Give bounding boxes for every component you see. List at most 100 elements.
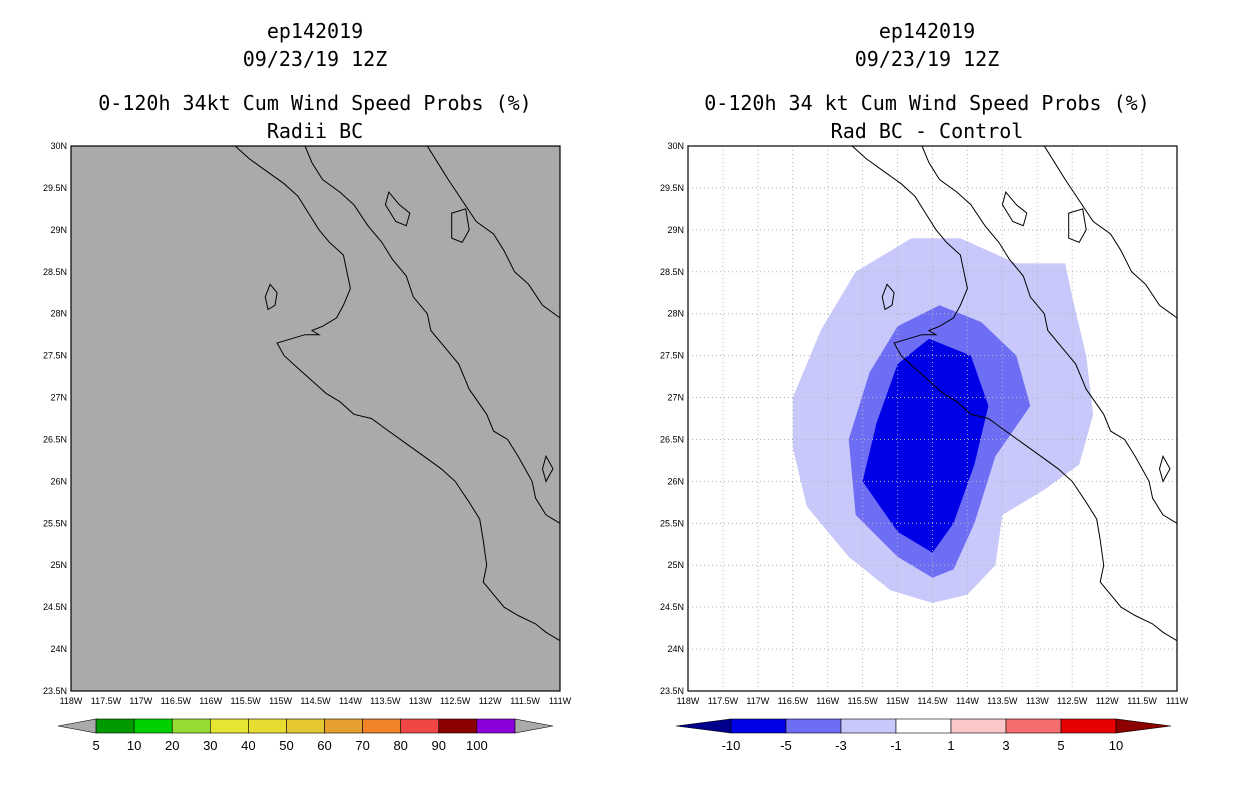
coastline (304, 145, 561, 524)
y-tick-label: 23.5N (43, 686, 67, 696)
x-tick-label: 117W (746, 696, 769, 706)
colorbar-label: 10 (1109, 738, 1123, 753)
y-tick-label: 29.5N (660, 183, 684, 193)
y-tick-label: 25.5N (43, 518, 67, 528)
x-tick-label: 113.5W (370, 696, 401, 706)
x-tick-label: 113W (1026, 696, 1049, 706)
x-tick-label: 113.5W (987, 696, 1018, 706)
coastlines (234, 145, 561, 642)
colorbar-label: 60 (317, 738, 331, 753)
colorbar-swatch (950, 718, 1007, 734)
y-tick-label: 24N (50, 644, 67, 654)
y-tick-label: 29N (667, 225, 684, 235)
x-tick-label: 112W (479, 696, 502, 706)
x-tick-label: 111W (1166, 696, 1189, 706)
left-title-product: 0-120h 34kt Cum Wind Speed Probs (%) (98, 91, 531, 115)
colorbar-swatch (438, 718, 478, 734)
colorbar-swatch (895, 718, 952, 734)
y-tick-label: 24.5N (43, 602, 67, 612)
colorbar-swatch (1005, 718, 1062, 734)
y-tick-label: 24.5N (660, 602, 684, 612)
right-title-variant: Rad BC - Control (831, 119, 1024, 143)
contour-region-2 (862, 338, 989, 553)
y-tick-label: 29.5N (43, 183, 67, 193)
x-tick-label: 118W (677, 696, 700, 706)
right-titles: ep142019 09/23/19 12Z 0-120h 34 kt Cum W… (704, 19, 1150, 143)
x-tick-label: 111.5W (1127, 696, 1157, 706)
x-tick-label: 117W (129, 696, 152, 706)
right-title-product: 0-120h 34 kt Cum Wind Speed Probs (%) (704, 91, 1150, 115)
x-tick-label: 112W (1096, 696, 1119, 706)
y-tick-label: 28.5N (43, 267, 67, 277)
x-tick-label: 114W (956, 696, 979, 706)
y-tick-label: 27N (50, 393, 67, 403)
colorbar-label: -5 (780, 738, 792, 753)
x-tick-label: 114.5W (917, 696, 948, 706)
x-tick-label: 115.5W (230, 696, 261, 706)
island-outline (881, 283, 895, 311)
y-tick-label: 27.5N (660, 351, 684, 361)
colorbar-label: -3 (835, 738, 847, 753)
colorbar-swatch (730, 718, 787, 734)
colorbar-label: 10 (127, 738, 141, 753)
y-tick-label: 24N (667, 644, 684, 654)
coastlines (851, 145, 1178, 642)
x-tick-label: 117.5W (91, 696, 122, 706)
y-tick-label: 27N (667, 393, 684, 403)
y-tick-label: 30N (667, 141, 684, 151)
x-tick-label: 115W (269, 696, 292, 706)
x-tick-label: 116W (199, 696, 222, 706)
island-outline (541, 454, 554, 483)
island-outline (1158, 454, 1171, 483)
y-tick-label: 30N (50, 141, 67, 151)
colorbar-label: 70 (355, 738, 369, 753)
island-outline (451, 208, 470, 244)
x-tick-label: 112.5W (440, 696, 471, 706)
right-title-date: 09/23/19 12Z (855, 47, 1000, 71)
x-tick-label: 112.5W (1057, 696, 1088, 706)
island-outline (384, 191, 411, 227)
x-tick-label: 116.5W (161, 696, 192, 706)
y-tick-label: 25N (667, 560, 684, 570)
left-title-variant: Radii BC (267, 119, 363, 143)
colorbar-label: 1 (947, 738, 954, 753)
y-tick-label: 25N (50, 560, 67, 570)
colorbar-swatch (362, 718, 401, 734)
colorbar-swatch (210, 718, 249, 734)
colorbar-label: 3 (1002, 738, 1009, 753)
coastline (426, 145, 561, 319)
colorbar-label: -10 (722, 738, 741, 753)
left-title-date: 09/23/19 12Z (243, 47, 388, 71)
colorbar-swatch (785, 718, 842, 734)
left-titles: ep142019 09/23/19 12Z 0-120h 34kt Cum Wi… (98, 19, 531, 143)
x-tick-label: 116W (816, 696, 839, 706)
colorbar-right-arrow (1115, 718, 1172, 734)
colorbar-swatch (840, 718, 897, 734)
colorbar-swatch (400, 718, 440, 734)
x-tick-label: 113W (409, 696, 432, 706)
y-tick-label: 27.5N (43, 351, 67, 361)
colorbar-label: 20 (165, 738, 179, 753)
coastline (234, 145, 561, 642)
colorbar-swatch (133, 718, 173, 734)
colorbar-swatch (95, 718, 135, 734)
colorbar-label: 90 (432, 738, 446, 753)
plot-frame (687, 145, 1178, 692)
x-tick-label: 114W (339, 696, 362, 706)
grid-lines (688, 146, 1177, 691)
y-tick-label: 26.5N (43, 434, 67, 444)
y-tick-label: 25.5N (660, 518, 684, 528)
x-tick-label: 111W (549, 696, 572, 706)
left-colorbar: 5 10 20 30 40 50 60 70 80 90 100 (57, 718, 554, 753)
colorbar-label: 40 (241, 738, 255, 753)
colorbar-left-arrow (57, 718, 97, 734)
colorbar-swatch (476, 718, 516, 734)
y-tick-label: 28N (50, 309, 67, 319)
x-tick-label: 115.5W (847, 696, 878, 706)
colorbar-swatch (286, 718, 325, 734)
colorbar-swatch (324, 718, 363, 734)
x-tick-label: 116.5W (778, 696, 809, 706)
x-tick-label: 118W (60, 696, 83, 706)
colorbar-label: 80 (393, 738, 407, 753)
y-tick-label: 26.5N (660, 434, 684, 444)
